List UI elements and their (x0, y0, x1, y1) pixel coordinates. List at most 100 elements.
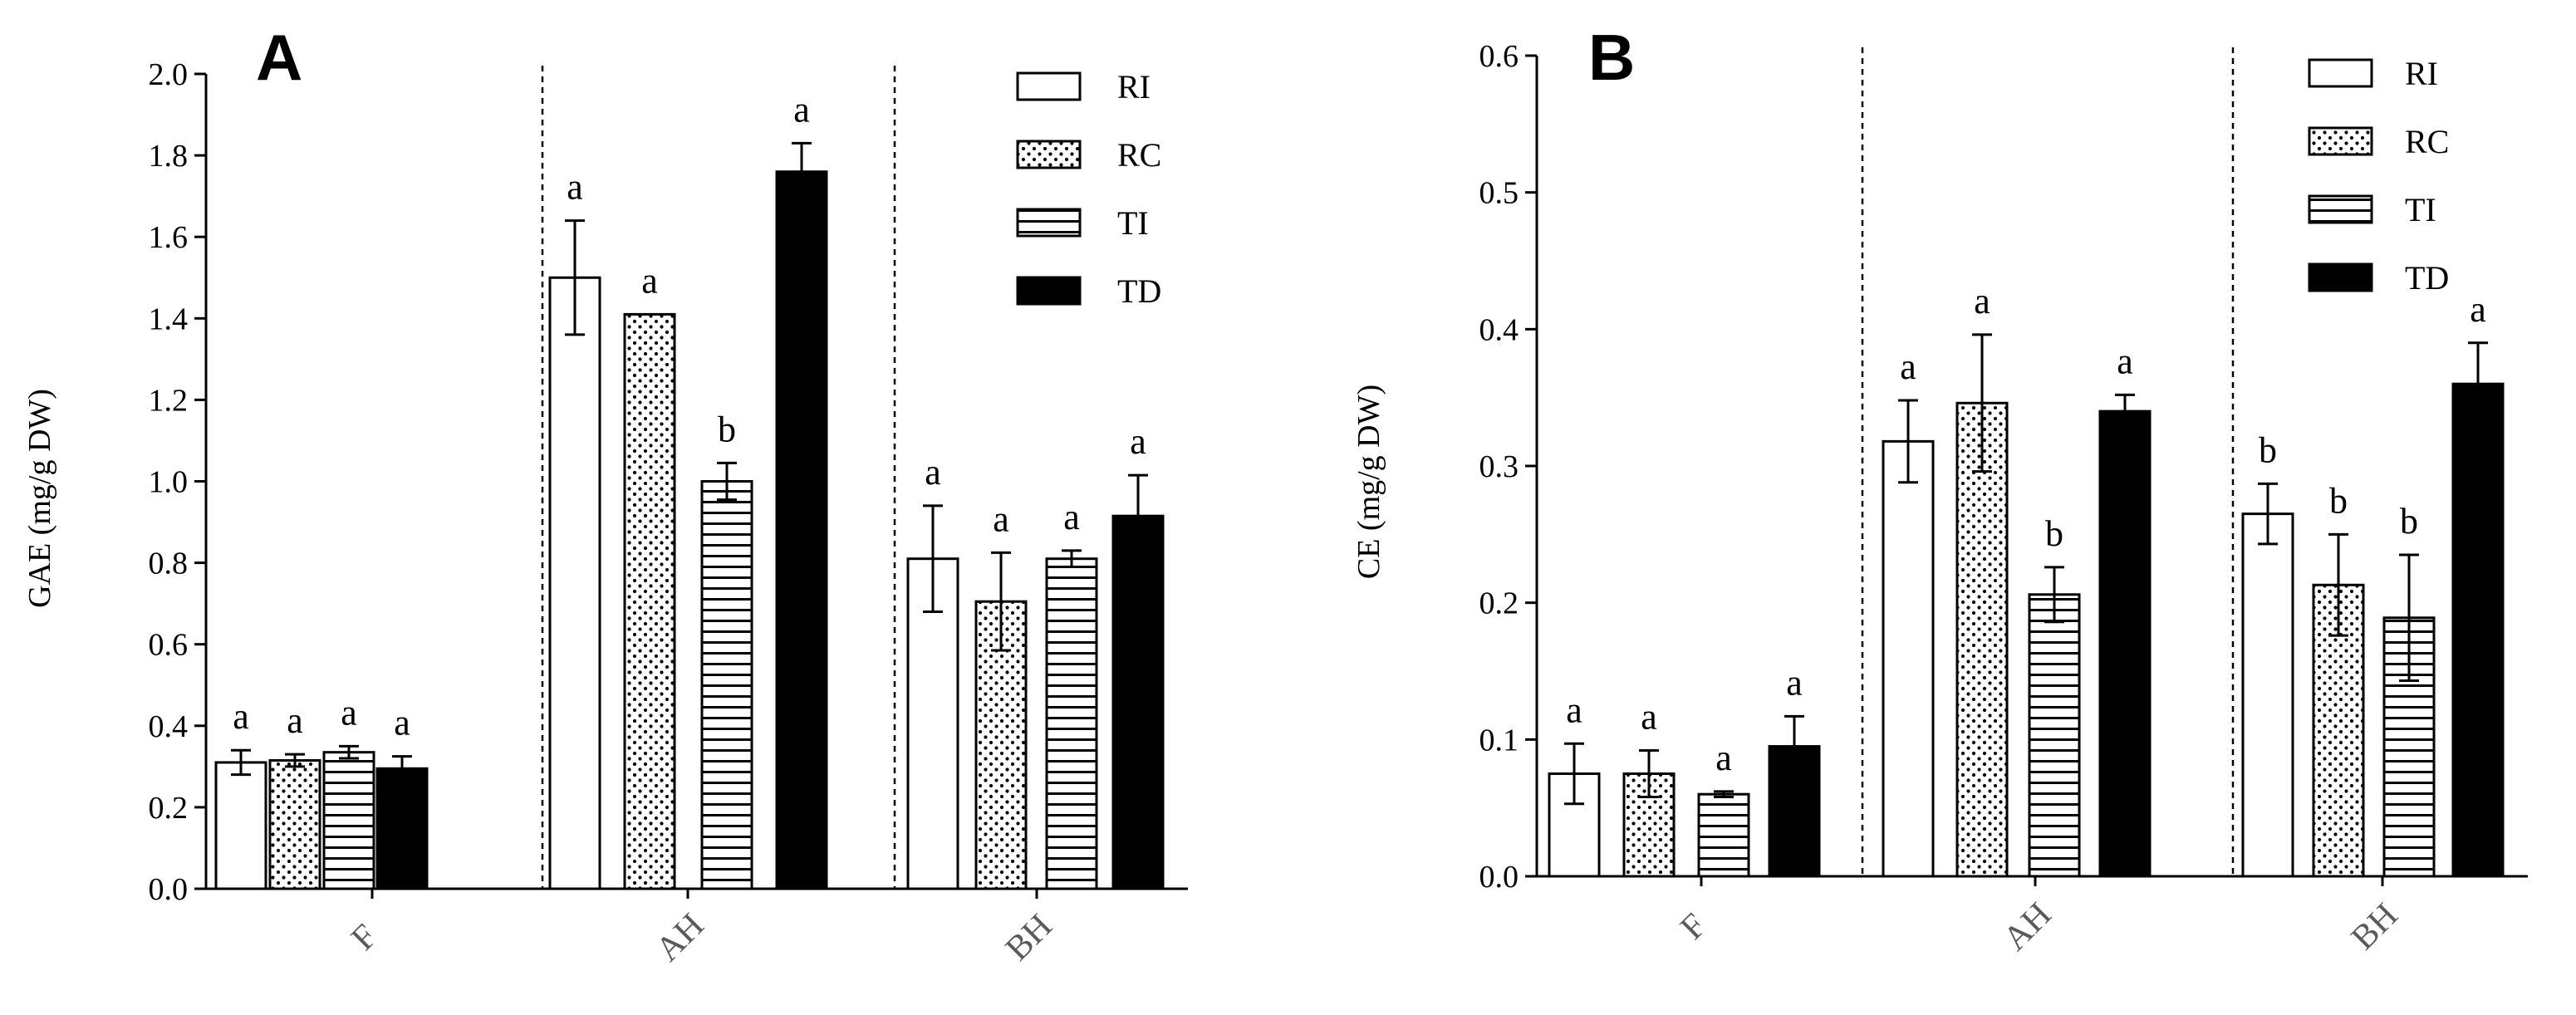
error-bar-td-bh (2468, 341, 2488, 427)
significance-letter: a (925, 452, 941, 493)
legend-label-ri: RI (1117, 68, 1151, 105)
panel-b-y-axis-title: CE (mg/g DW) (1352, 385, 1386, 579)
error-bar-ri-bh (923, 504, 943, 613)
category-label-bh: BH (2344, 896, 2406, 958)
y-tick-label: 0.8 (149, 547, 189, 581)
error-bar-rc-bh (2328, 532, 2348, 637)
legend-swatch-ti (1016, 208, 1082, 238)
significance-letter: b (2259, 429, 2277, 470)
y-tick-label: 0.6 (149, 628, 189, 663)
y-tick-label: 0.0 (149, 872, 189, 907)
error-bar-ri-f (1564, 742, 1584, 806)
significance-letter: a (287, 700, 303, 741)
bar-rc-ah (623, 312, 676, 890)
bar-ti-f (1697, 792, 1750, 878)
bar-td-bh (1111, 514, 1165, 890)
panel-a-letter: A (256, 21, 302, 94)
significance-letter: a (1130, 421, 1146, 462)
y-tick-label: 0.5 (1479, 176, 1519, 211)
significance-letter: a (1786, 662, 1803, 703)
bar-ri-ah (1882, 439, 1935, 878)
significance-letter: a (2117, 341, 2133, 381)
category-label-f: F (344, 917, 385, 958)
legend-swatch-ri (2308, 58, 2373, 88)
y-tick-label: 0.1 (1479, 723, 1519, 758)
significance-letter: a (1641, 697, 1657, 738)
significance-letter: b (2045, 513, 2063, 554)
bar-rc-ah (1955, 401, 2009, 878)
legend-label-td: TD (2405, 259, 2449, 297)
significance-letter: a (1566, 689, 1582, 730)
category-label-f: F (1673, 906, 1714, 947)
y-tick-label: 0.2 (149, 791, 189, 826)
significance-letter: a (233, 696, 249, 737)
error-bar-ri-ah (565, 219, 585, 336)
bar-ti-f (322, 751, 375, 890)
y-tick-label: 1.2 (149, 383, 189, 418)
y-tick-label: 1.4 (149, 302, 189, 336)
bar-ri-ah (548, 276, 601, 890)
significance-letter: a (341, 692, 357, 733)
error-bar-ti-f (1714, 790, 1734, 798)
y-tick-label: 0.4 (149, 709, 189, 744)
significance-letter: a (993, 498, 1009, 539)
significance-letter: a (2470, 289, 2486, 330)
category-label-bh: BH (999, 907, 1060, 968)
panel-b-letter: B (1588, 21, 1635, 94)
legend-swatch-td (1016, 276, 1082, 306)
legend-swatch-rc (2308, 126, 2373, 156)
category-label-ah: AH (649, 906, 711, 968)
error-bar-rc-f (1639, 749, 1659, 798)
bar-td-f (375, 767, 429, 890)
bar-td-bh (2451, 382, 2505, 878)
error-bar-td-ah (2115, 393, 2135, 429)
significance-letter: b (2329, 480, 2348, 521)
legend-swatch-ri (1016, 71, 1082, 101)
y-tick-label: 0.6 (1479, 39, 1519, 74)
legend-swatch-td (2308, 262, 2373, 292)
legend-label-ti: TI (2405, 191, 2436, 228)
y-tick-label: 0.0 (1479, 860, 1519, 895)
panel-b-chart: B CE (mg/g DW) 0.0 0.1 0.2 0.3 0.4 0.5 0.6 F AH B… (1352, 21, 2528, 959)
error-bar-ti-f (339, 744, 359, 760)
legend-swatch-rc (1016, 140, 1082, 169)
significance-letter: a (394, 703, 410, 743)
y-tick-label: 0.3 (1479, 449, 1519, 484)
y-tick-label: 0.4 (1479, 312, 1519, 347)
legend-swatch-ti (2308, 194, 2373, 224)
bar-rc-f (268, 758, 321, 890)
error-bar-ti-ah (2044, 566, 2064, 624)
error-bar-ti-bh (1062, 549, 1082, 569)
bar-td-ah (2098, 409, 2152, 878)
y-tick-label: 1.0 (149, 465, 189, 500)
significance-letter: a (793, 89, 810, 130)
legend-label-rc: RC (2405, 123, 2449, 160)
error-bar-ri-bh (2258, 482, 2278, 546)
bar-ri-bh (906, 557, 959, 890)
y-tick-label: 2.0 (149, 57, 189, 92)
legend-label-rc: RC (1117, 136, 1161, 174)
error-bar-rc-f (285, 753, 305, 768)
significance-letter: b (718, 409, 736, 449)
error-bar-ti-ah (717, 461, 737, 502)
bar-td-ah (775, 170, 828, 890)
error-bar-rc-ah (1972, 333, 1992, 473)
error-bar-td-bh (1128, 473, 1148, 558)
y-tick-label: 0.2 (1479, 586, 1519, 621)
significance-letter: a (1900, 346, 1916, 387)
error-bar-rc-bh (991, 551, 1011, 652)
error-bar-ti-bh (2399, 553, 2419, 683)
error-bar-ri-f (231, 748, 251, 777)
panel-a-y-axis-title: GAE (mg/g DW) (22, 389, 57, 608)
significance-letter: a (1974, 281, 1990, 321)
legend-label-td: TD (1117, 272, 1161, 310)
significance-letter: a (1063, 497, 1080, 537)
y-tick-label: 1.8 (149, 139, 189, 174)
significance-letter: a (641, 260, 658, 301)
legend-label-ri: RI (2405, 55, 2438, 92)
bar-ti-ah (700, 480, 753, 890)
error-bar-td-ah (792, 141, 812, 202)
category-label-ah: AH (1996, 895, 2058, 958)
significance-letter: b (2400, 501, 2418, 542)
